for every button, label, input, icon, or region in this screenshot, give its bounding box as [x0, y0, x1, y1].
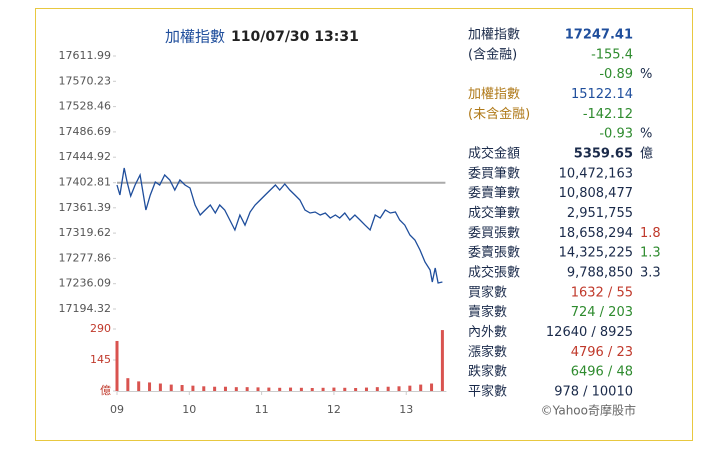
row-label: (未含金融) [468, 106, 530, 122]
volume-bar [440, 330, 444, 391]
volume-bar [267, 387, 271, 391]
volume-bar [408, 385, 412, 391]
row-value: 2,951,755 [567, 206, 633, 221]
x-tick-label: 13 [399, 403, 413, 416]
row-value: 10,808,477 [559, 186, 633, 201]
volume-bar [213, 386, 217, 391]
y-tick-label: 17528.46 [59, 100, 112, 113]
row-suffix: % [640, 127, 652, 142]
y-tick-label: 17361.39 [59, 201, 112, 214]
volume-bar [234, 387, 238, 391]
y-tick-label: 17486.69 [59, 125, 112, 138]
row-value: 18,658,294 [559, 226, 633, 241]
row-label: 加權指數 [468, 87, 520, 102]
row-value: 17247.41 [565, 28, 633, 43]
x-tick-label: 09 [110, 403, 124, 416]
volume-bar [397, 386, 401, 391]
volume-bar [180, 385, 184, 391]
row-value: -0.89 [599, 67, 633, 82]
volume-bar [126, 378, 130, 391]
volume-bar [364, 387, 368, 391]
row-label: 賣家數 [468, 304, 507, 320]
row-value: 9,788,850 [567, 265, 633, 280]
row-value: 12640 / 8925 [546, 325, 633, 340]
volume-bar [278, 387, 282, 391]
x-tick-label: 10 [182, 403, 196, 416]
y-tick-label: 17570.23 [59, 74, 112, 87]
volume-bar [289, 387, 293, 391]
row-suffix: 3.3 [640, 265, 661, 280]
y-tick-label: 17236.09 [59, 277, 112, 290]
volume-bar [115, 340, 119, 391]
volume-bar [375, 387, 379, 391]
row-label: 內外數 [468, 325, 507, 340]
row-label: 成交張數 [468, 264, 520, 280]
y-tick-label: 17277.86 [59, 251, 112, 264]
volume-bar [137, 381, 141, 391]
y-tick-label: 17611.99 [59, 49, 112, 62]
row-value: 1632 / 55 [571, 285, 633, 300]
row-value: 978 / 10010 [554, 384, 633, 399]
row-label: 成交筆數 [468, 205, 520, 221]
row-label: 委賣筆數 [468, 186, 520, 201]
row-label: 委賣張數 [468, 246, 520, 261]
y2-tick-label: 億 [100, 384, 111, 397]
row-value: 6496 / 48 [571, 365, 633, 380]
volume-bar [148, 382, 152, 391]
x-tick-label: 11 [255, 403, 269, 416]
row-label: (含金融) [468, 46, 517, 62]
y-tick-label: 17319.62 [59, 226, 112, 239]
row-value: 14,325,225 [559, 246, 633, 261]
row-value: -155.4 [591, 47, 633, 62]
y2-tick-label: 145 [90, 353, 111, 366]
row-value: 15122.14 [571, 87, 633, 102]
x-tick-label: 12 [327, 403, 341, 416]
row-label: 成交金額 [468, 145, 520, 161]
chart-subtitle: 110/07/30 13:31 [231, 29, 359, 45]
volume-bar [419, 384, 423, 391]
volume-bar [430, 383, 434, 391]
volume-bar [386, 386, 390, 391]
volume-bar [202, 386, 206, 391]
row-label: 跌家數 [468, 364, 507, 380]
row-suffix: % [640, 67, 652, 82]
row-label: 委買筆數 [468, 166, 520, 181]
row-label: 加權指數 [468, 28, 520, 43]
row-suffix: 1.3 [640, 246, 661, 261]
volume-bar [354, 388, 358, 391]
volume-bar [332, 387, 336, 391]
volume-bar [256, 387, 260, 391]
volume-bar [299, 387, 303, 391]
row-value: 5359.65 [574, 146, 633, 161]
y-tick-label: 17194.32 [59, 302, 112, 315]
volume-bar [310, 388, 314, 391]
row-value: -142.12 [583, 107, 633, 122]
volume-bar [245, 387, 249, 391]
row-value: 4796 / 23 [571, 345, 633, 360]
y-tick-label: 17402.81 [59, 176, 112, 189]
row-label: 平家數 [468, 383, 507, 399]
price-line [116, 167, 443, 284]
volume-bar [169, 384, 173, 391]
row-label: 買家數 [468, 284, 507, 300]
y2-tick-label: 290 [90, 322, 111, 335]
row-label: 漲家數 [468, 344, 507, 360]
volume-bar [343, 387, 347, 391]
row-suffix: 1.8 [640, 226, 661, 241]
volume-bar [321, 387, 325, 391]
row-value: 724 / 203 [571, 305, 633, 320]
volume-bar [223, 386, 227, 391]
row-suffix: 億 [640, 145, 653, 161]
row-label: 委買張數 [468, 226, 520, 241]
row-value: -0.93 [599, 127, 633, 142]
row-value: 10,472,163 [559, 166, 633, 181]
chart-title: 加權指數 [165, 28, 225, 46]
y-tick-label: 17444.92 [59, 150, 112, 163]
footer: ©Yahoo奇摩股市 [541, 403, 636, 418]
volume-bar [158, 383, 162, 391]
volume-bar [191, 385, 195, 391]
